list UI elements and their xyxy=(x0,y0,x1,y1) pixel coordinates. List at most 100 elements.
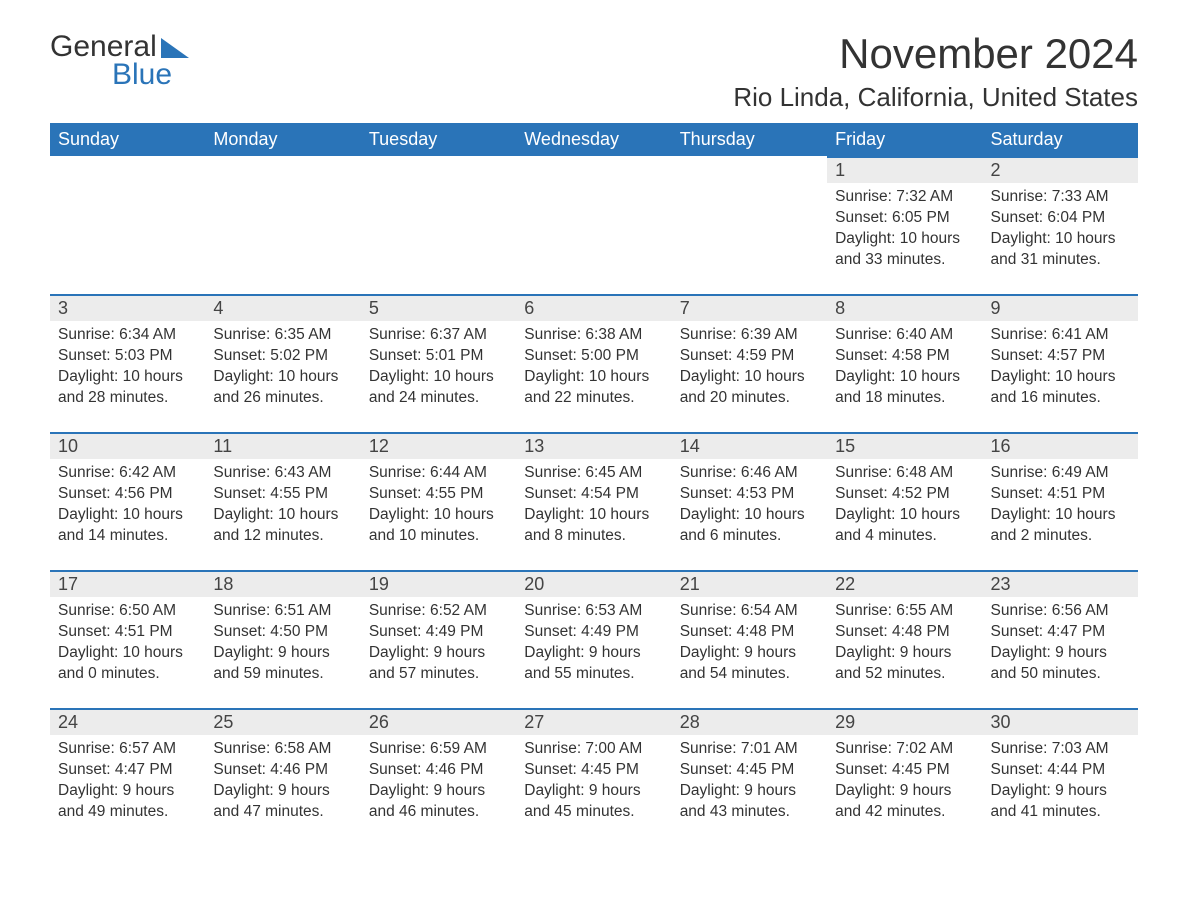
day-number: 23 xyxy=(983,572,1138,597)
sunset-text: Sunset: 4:46 PM xyxy=(369,760,508,781)
weekday-saturday: Saturday xyxy=(983,123,1138,156)
sunset-text: Sunset: 4:46 PM xyxy=(213,760,352,781)
sunrise-text: Sunrise: 6:48 AM xyxy=(835,463,974,484)
sunrise-text: Sunrise: 6:56 AM xyxy=(991,601,1130,622)
daylight-text: Daylight: 9 hours and 43 minutes. xyxy=(680,781,819,823)
day-content: Sunrise: 6:56 AMSunset: 4:47 PMDaylight:… xyxy=(983,597,1138,693)
day-number: 22 xyxy=(827,572,982,597)
day-number: 1 xyxy=(827,158,982,183)
header: General Blue November 2024 Rio Linda, Ca… xyxy=(50,30,1138,113)
day-content: Sunrise: 6:35 AMSunset: 5:02 PMDaylight:… xyxy=(205,321,360,417)
calendar-day-cell: 29Sunrise: 7:02 AMSunset: 4:45 PMDayligh… xyxy=(827,708,982,846)
day-number: 30 xyxy=(983,710,1138,735)
sunrise-text: Sunrise: 6:42 AM xyxy=(58,463,197,484)
sunrise-text: Sunrise: 6:41 AM xyxy=(991,325,1130,346)
calendar-day-cell: 8Sunrise: 6:40 AMSunset: 4:58 PMDaylight… xyxy=(827,294,982,432)
day-content: Sunrise: 6:37 AMSunset: 5:01 PMDaylight:… xyxy=(361,321,516,417)
daylight-text: Daylight: 10 hours and 31 minutes. xyxy=(991,229,1130,271)
sunrise-text: Sunrise: 6:46 AM xyxy=(680,463,819,484)
daylight-text: Daylight: 9 hours and 49 minutes. xyxy=(58,781,197,823)
sunrise-text: Sunrise: 7:02 AM xyxy=(835,739,974,760)
sunset-text: Sunset: 4:48 PM xyxy=(680,622,819,643)
sunset-text: Sunset: 5:01 PM xyxy=(369,346,508,367)
daylight-text: Daylight: 10 hours and 20 minutes. xyxy=(680,367,819,409)
day-content: Sunrise: 6:55 AMSunset: 4:48 PMDaylight:… xyxy=(827,597,982,693)
day-number: 21 xyxy=(672,572,827,597)
daylight-text: Daylight: 10 hours and 10 minutes. xyxy=(369,505,508,547)
sunrise-text: Sunrise: 6:45 AM xyxy=(524,463,663,484)
sunrise-text: Sunrise: 6:38 AM xyxy=(524,325,663,346)
calendar-day-cell: 16Sunrise: 6:49 AMSunset: 4:51 PMDayligh… xyxy=(983,432,1138,570)
logo: General Blue xyxy=(50,30,189,92)
calendar-day-cell: 14Sunrise: 6:46 AMSunset: 4:53 PMDayligh… xyxy=(672,432,827,570)
day-content: Sunrise: 6:52 AMSunset: 4:49 PMDaylight:… xyxy=(361,597,516,693)
day-number: 11 xyxy=(205,434,360,459)
day-number: 10 xyxy=(50,434,205,459)
day-number: 12 xyxy=(361,434,516,459)
sunset-text: Sunset: 4:55 PM xyxy=(213,484,352,505)
day-number: 7 xyxy=(672,296,827,321)
day-content: Sunrise: 6:44 AMSunset: 4:55 PMDaylight:… xyxy=(361,459,516,555)
sunset-text: Sunset: 4:51 PM xyxy=(58,622,197,643)
day-number: 27 xyxy=(516,710,671,735)
sunset-text: Sunset: 4:54 PM xyxy=(524,484,663,505)
calendar-day-cell: 9Sunrise: 6:41 AMSunset: 4:57 PMDaylight… xyxy=(983,294,1138,432)
calendar-day-cell: 18Sunrise: 6:51 AMSunset: 4:50 PMDayligh… xyxy=(205,570,360,708)
sunset-text: Sunset: 4:47 PM xyxy=(991,622,1130,643)
sunrise-text: Sunrise: 7:32 AM xyxy=(835,187,974,208)
sunset-text: Sunset: 4:56 PM xyxy=(58,484,197,505)
calendar-week-row: 10Sunrise: 6:42 AMSunset: 4:56 PMDayligh… xyxy=(50,432,1138,570)
sunrise-text: Sunrise: 6:44 AM xyxy=(369,463,508,484)
daylight-text: Daylight: 9 hours and 42 minutes. xyxy=(835,781,974,823)
daylight-text: Daylight: 9 hours and 57 minutes. xyxy=(369,643,508,685)
weekday-thursday: Thursday xyxy=(672,123,827,156)
calendar-day-cell: 3Sunrise: 6:34 AMSunset: 5:03 PMDaylight… xyxy=(50,294,205,432)
daylight-text: Daylight: 10 hours and 12 minutes. xyxy=(213,505,352,547)
sunrise-text: Sunrise: 6:54 AM xyxy=(680,601,819,622)
sunset-text: Sunset: 4:47 PM xyxy=(58,760,197,781)
sunrise-text: Sunrise: 6:50 AM xyxy=(58,601,197,622)
daylight-text: Daylight: 10 hours and 22 minutes. xyxy=(524,367,663,409)
calendar-week-row: 3Sunrise: 6:34 AMSunset: 5:03 PMDaylight… xyxy=(50,294,1138,432)
calendar-day-cell: 12Sunrise: 6:44 AMSunset: 4:55 PMDayligh… xyxy=(361,432,516,570)
day-content: Sunrise: 6:43 AMSunset: 4:55 PMDaylight:… xyxy=(205,459,360,555)
calendar-day-cell xyxy=(50,156,205,294)
sunrise-text: Sunrise: 6:40 AM xyxy=(835,325,974,346)
calendar-day-cell: 13Sunrise: 6:45 AMSunset: 4:54 PMDayligh… xyxy=(516,432,671,570)
day-content: Sunrise: 6:42 AMSunset: 4:56 PMDaylight:… xyxy=(50,459,205,555)
calendar-day-cell xyxy=(516,156,671,294)
sunrise-text: Sunrise: 7:01 AM xyxy=(680,739,819,760)
day-content: Sunrise: 6:45 AMSunset: 4:54 PMDaylight:… xyxy=(516,459,671,555)
day-number: 5 xyxy=(361,296,516,321)
calendar-day-cell: 23Sunrise: 6:56 AMSunset: 4:47 PMDayligh… xyxy=(983,570,1138,708)
sunset-text: Sunset: 4:53 PM xyxy=(680,484,819,505)
day-number: 20 xyxy=(516,572,671,597)
day-content: Sunrise: 7:33 AMSunset: 6:04 PMDaylight:… xyxy=(983,183,1138,279)
calendar-week-row: 17Sunrise: 6:50 AMSunset: 4:51 PMDayligh… xyxy=(50,570,1138,708)
daylight-text: Daylight: 10 hours and 26 minutes. xyxy=(213,367,352,409)
daylight-text: Daylight: 10 hours and 28 minutes. xyxy=(58,367,197,409)
day-content: Sunrise: 6:54 AMSunset: 4:48 PMDaylight:… xyxy=(672,597,827,693)
calendar-day-cell: 20Sunrise: 6:53 AMSunset: 4:49 PMDayligh… xyxy=(516,570,671,708)
day-content: Sunrise: 6:59 AMSunset: 4:46 PMDaylight:… xyxy=(361,735,516,831)
day-content: Sunrise: 6:57 AMSunset: 4:47 PMDaylight:… xyxy=(50,735,205,831)
day-number: 24 xyxy=(50,710,205,735)
calendar-week-row: 1Sunrise: 7:32 AMSunset: 6:05 PMDaylight… xyxy=(50,156,1138,294)
day-number: 19 xyxy=(361,572,516,597)
sunset-text: Sunset: 4:48 PM xyxy=(835,622,974,643)
weekday-header-row: Sunday Monday Tuesday Wednesday Thursday… xyxy=(50,123,1138,156)
day-content: Sunrise: 7:01 AMSunset: 4:45 PMDaylight:… xyxy=(672,735,827,831)
day-content: Sunrise: 6:34 AMSunset: 5:03 PMDaylight:… xyxy=(50,321,205,417)
calendar-day-cell: 10Sunrise: 6:42 AMSunset: 4:56 PMDayligh… xyxy=(50,432,205,570)
day-content: Sunrise: 7:00 AMSunset: 4:45 PMDaylight:… xyxy=(516,735,671,831)
calendar-day-cell xyxy=(361,156,516,294)
title-block: November 2024 Rio Linda, California, Uni… xyxy=(733,30,1138,113)
sunrise-text: Sunrise: 6:43 AM xyxy=(213,463,352,484)
day-content: Sunrise: 6:50 AMSunset: 4:51 PMDaylight:… xyxy=(50,597,205,693)
daylight-text: Daylight: 10 hours and 4 minutes. xyxy=(835,505,974,547)
daylight-text: Daylight: 9 hours and 45 minutes. xyxy=(524,781,663,823)
sunset-text: Sunset: 4:51 PM xyxy=(991,484,1130,505)
calendar-day-cell: 26Sunrise: 6:59 AMSunset: 4:46 PMDayligh… xyxy=(361,708,516,846)
daylight-text: Daylight: 9 hours and 55 minutes. xyxy=(524,643,663,685)
sunrise-text: Sunrise: 6:39 AM xyxy=(680,325,819,346)
